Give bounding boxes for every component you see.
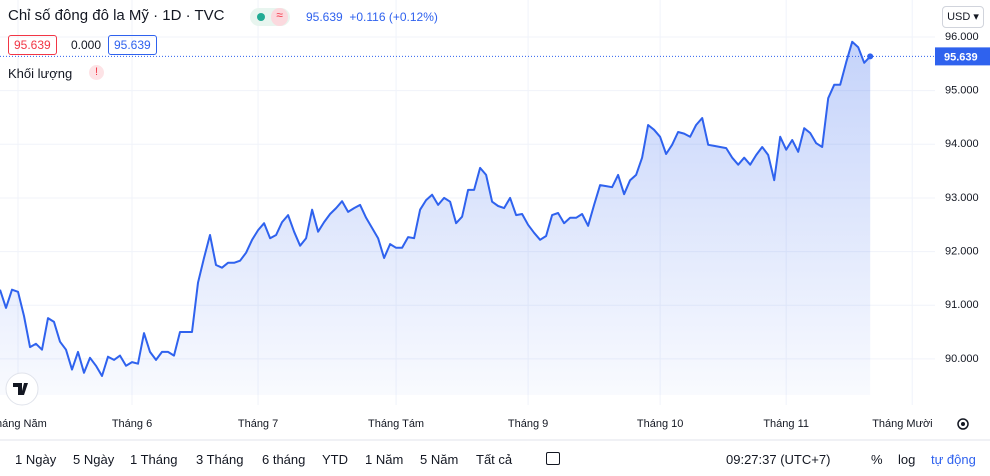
last-point [867,53,874,60]
y-tick-label: 90.000 [945,353,979,365]
x-tick-label: Tháng Tám [368,418,424,430]
header-change: +0.116 (+0.12%) [349,10,438,24]
indicator-label: Khối lượng [8,66,73,81]
price-label-box [935,47,990,66]
y-tick-label: 95.000 [945,85,979,97]
log-toggle[interactable]: log [898,452,916,467]
price-line [0,40,871,377]
symbol-title: Chỉ số đông đô la Mỹ · 1D · TVC [8,7,225,24]
x-tick-label: Tháng 7 [238,418,278,430]
y-tick-label: 92.000 [945,245,979,257]
header-price: 95.639 [306,10,343,24]
range-button[interactable]: 5 Năm [420,452,459,467]
legend-box: 0.000 [71,38,102,52]
x-axis: Tháng Năm Tháng 6 Tháng 7 Tháng Tám Tháng 9 T… [0,418,952,430]
x-tick-label: Tháng 10 [637,418,683,430]
price-label: 95.639 [944,51,978,63]
x-tick-label: Tháng Năm [0,418,47,430]
range-button[interactable]: 6 tháng [262,452,306,467]
y-tick-label: 94.000 [945,138,979,150]
x-tick-label: Tháng 9 [508,418,548,430]
legend-box: 95.639 [108,35,157,55]
x-tick-label: Tháng 6 [112,418,152,430]
interval: 1D [162,7,182,24]
auto-toggle[interactable]: tự động [931,452,976,467]
range-button[interactable]: YTD [322,452,348,467]
y-axis: 90.000 91.000 92.000 93.000 94.000 95.000 96.0… [935,31,990,365]
x-tick-label: Tháng Mười Hai [872,418,952,430]
range-button[interactable]: Tất cả [476,452,513,467]
plot [0,40,935,396]
x-tick-label: Tháng 11 [763,418,809,430]
currency: USD [947,11,971,23]
header-quote: 95.639 +0.116 (+0.12%) [306,10,438,24]
range-button[interactable]: 3 Tháng [196,452,244,467]
y-tick-label: 91.000 [945,299,979,311]
y-tick-label: 96.000 [945,31,979,43]
toolbar: 1 Ngày 5 Ngày 1 Tháng 3 Tháng 6 tháng YTD 1 Nă… [0,446,990,474]
warning-icon[interactable]: ! [89,65,104,80]
chart: Tháng Năm Tháng 6 Tháng 7 Tháng Tám Tháng 9 T… [0,0,990,441]
area-fill [0,41,871,396]
settings-icon[interactable] [957,418,969,430]
source: TVC [194,7,225,24]
tv-logo [5,372,39,406]
title: Chỉ số đông đô la Mỹ [8,7,149,24]
calendar-icon[interactable] [546,452,560,465]
range-button[interactable]: 1 Ngày [15,452,57,467]
range-button[interactable]: 1 Năm [365,452,404,467]
clock: 09:27:37 (UTC+7) [726,452,831,467]
legend-box: 95.639 [8,35,57,55]
y-tick-label: 93.000 [945,192,979,204]
status-badge[interactable]: ≈ [250,8,290,26]
currency-select[interactable]: USD ▾ [942,6,984,28]
range-button[interactable]: 1 Tháng [130,452,178,467]
range-button[interactable]: 5 Ngày [73,452,115,467]
percent-toggle[interactable]: % [871,452,883,467]
